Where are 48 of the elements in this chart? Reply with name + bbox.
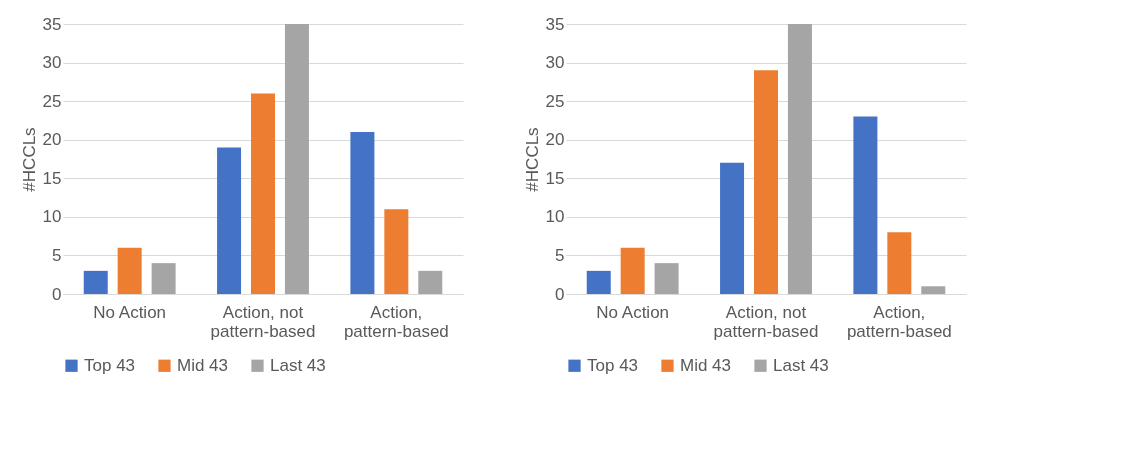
y-tick-label: 20 xyxy=(545,130,565,150)
bar xyxy=(251,93,275,294)
bar xyxy=(350,132,375,294)
bar xyxy=(83,270,108,294)
bar xyxy=(654,263,679,294)
y-tick-label: 10 xyxy=(545,207,565,227)
y-tick-label: 5 xyxy=(52,245,62,265)
legend-label: Mid 43 xyxy=(177,355,229,375)
y-tick-label: 35 xyxy=(545,14,565,34)
y-axis-title: #HCCLs xyxy=(19,127,39,192)
bar xyxy=(117,247,142,294)
bar xyxy=(586,270,611,294)
bar xyxy=(284,24,309,294)
bar xyxy=(754,70,778,294)
y-tick-label: 15 xyxy=(545,168,565,188)
y-tick-label: 15 xyxy=(42,168,62,188)
y-axis-title: #HCCLs xyxy=(522,127,542,192)
y-tick-label: 10 xyxy=(42,207,62,227)
y-tick-label: 5 xyxy=(555,245,565,265)
legend-label: Last 43 xyxy=(270,355,326,375)
y-tick-label: 30 xyxy=(42,53,62,73)
x-tick-label: No Action xyxy=(93,302,167,322)
bar xyxy=(151,263,176,294)
bar xyxy=(887,232,912,294)
y-tick-label: 0 xyxy=(555,284,565,304)
y-tick-label: 30 xyxy=(545,53,565,73)
x-tick-label: Action, not pattern-based xyxy=(210,302,316,341)
bar xyxy=(217,147,242,294)
bar xyxy=(418,270,443,294)
bar xyxy=(853,116,878,294)
y-tick-label: 25 xyxy=(42,91,62,111)
x-tick-label: Action, pattern-based xyxy=(343,302,449,341)
bar xyxy=(620,247,645,294)
y-tick-label: 20 xyxy=(42,130,62,150)
legend-label: Top 43 xyxy=(84,355,136,375)
y-tick-label: 25 xyxy=(545,91,565,111)
bar xyxy=(384,209,409,294)
legend-label: Mid 43 xyxy=(680,355,732,375)
bar xyxy=(787,24,812,294)
x-tick-label: No Action xyxy=(596,302,670,322)
bar xyxy=(720,162,745,294)
legend-label: Top 43 xyxy=(587,355,639,375)
legend-label: Last 43 xyxy=(773,355,829,375)
bar xyxy=(921,286,946,294)
x-tick-label: Action, pattern-based xyxy=(846,302,952,341)
y-tick-label: 35 xyxy=(42,14,62,34)
x-tick-label: Action, not pattern-based xyxy=(713,302,819,341)
y-tick-label: 0 xyxy=(52,284,62,304)
